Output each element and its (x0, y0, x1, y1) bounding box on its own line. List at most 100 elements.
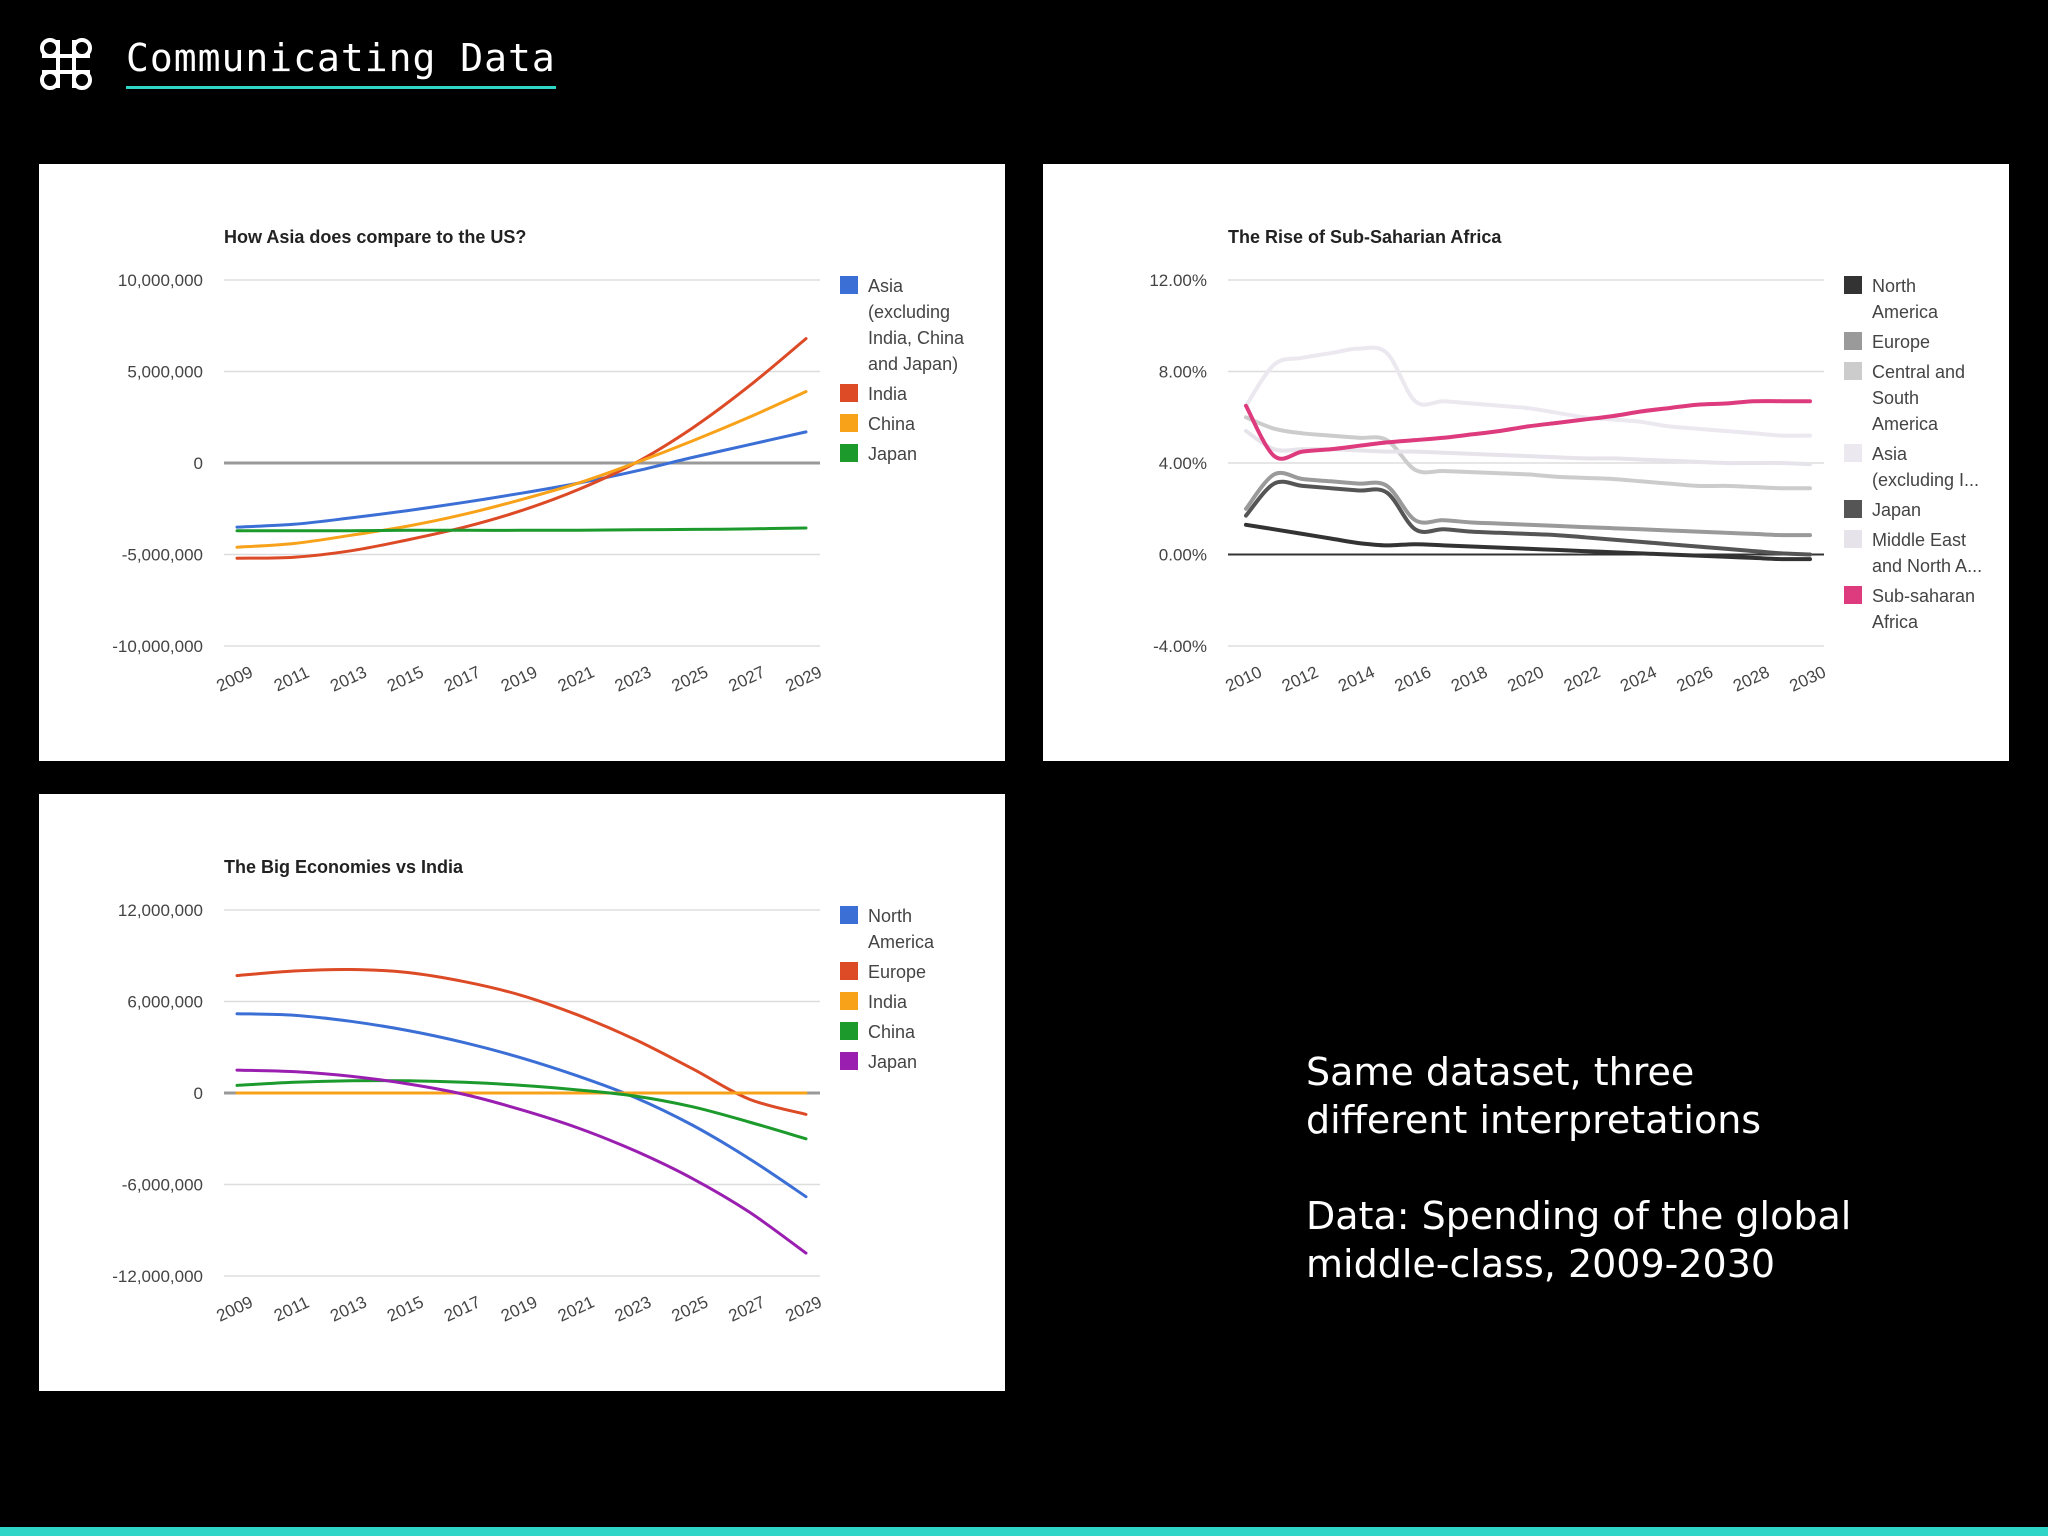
x-tick-label: 2013 (327, 1292, 369, 1325)
y-tick-label: 4.00% (1159, 454, 1207, 473)
x-tick-label: 2011 (271, 663, 312, 696)
legend-swatch (840, 414, 858, 432)
legend-label: and Japan) (868, 354, 958, 374)
x-tick-label: 2016 (1392, 662, 1434, 695)
y-tick-label: 5,000,000 (127, 363, 203, 382)
chart-title: How Asia does compare to the US? (224, 227, 526, 247)
x-tick-label: 2027 (726, 662, 768, 695)
chart-title: The Rise of Sub-Saharian Africa (1228, 227, 1502, 247)
line-chart-sub-saharan-africa: The Rise of Sub-Saharian Africa 12.00% 8.0… (1149, 227, 1982, 696)
legend-swatch (840, 384, 858, 402)
bottom-accent-bar (0, 1527, 2048, 1536)
x-tick-label: 2023 (612, 662, 654, 695)
series-line-asia-excluding-india-china-and-japan- (235, 430, 808, 529)
line-chart-big-economies: The Big Economies vs India 12,000,000 6,00… (112, 857, 935, 1326)
series-line-japan (235, 1068, 808, 1255)
chart-panel-big-economies: The Big Economies vs India 12,000,000 6,00… (39, 794, 1005, 1391)
y-tick-label: 12.00% (1149, 271, 1207, 290)
legend-label: North (868, 906, 912, 926)
x-tick-label: 2014 (1335, 662, 1377, 695)
legend-label: America (868, 932, 935, 952)
legend-label: (excluding (868, 302, 950, 322)
series-line-japan (235, 526, 808, 533)
chart-title: The Big Economies vs India (224, 857, 464, 877)
series-line-china (235, 390, 808, 549)
legend-label: North (1872, 276, 1916, 296)
x-tick-label: 2017 (441, 1292, 483, 1325)
legend-swatch (840, 276, 858, 294)
x-tick-label: 2030 (1787, 662, 1829, 695)
y-tick-label: 8.00% (1159, 363, 1207, 382)
legend-label: and North A... (1872, 556, 1982, 576)
legend-swatch (840, 992, 858, 1010)
line-chart-asia-vs-us: How Asia does compare to the US? 10,000,0… (112, 227, 965, 696)
legend-label: Central and (1872, 362, 1965, 382)
x-tick-label: 2024 (1617, 662, 1659, 695)
caption-interpretations: Same dataset, three different interpreta… (1306, 1050, 1762, 1142)
legend-label: Japan (868, 444, 917, 464)
legend-label: Africa (1872, 612, 1919, 632)
legend-swatch (1844, 586, 1862, 604)
chart-panel-asia-vs-us: How Asia does compare to the US? 10,000,0… (39, 164, 1005, 761)
x-tick-label: 2028 (1730, 662, 1772, 695)
legend-label: Europe (868, 962, 926, 982)
series-line-japan (1244, 479, 1812, 557)
page-title: Communicating Data (126, 36, 556, 89)
legend-label: Japan (868, 1052, 917, 1072)
legend-swatch (1844, 530, 1862, 548)
legend-label: India (868, 384, 908, 404)
legend-label: America (1872, 414, 1939, 434)
x-tick-label: 2019 (498, 1292, 540, 1325)
legend-swatch (840, 1052, 858, 1070)
series-line-north-america (235, 1012, 808, 1199)
y-tick-label: -12,000,000 (112, 1267, 203, 1286)
x-tick-label: 2009 (214, 662, 256, 695)
y-tick-label: -10,000,000 (112, 637, 203, 656)
y-tick-label: -4.00% (1153, 637, 1207, 656)
x-tick-label: 2025 (669, 662, 711, 695)
x-tick-label: 2009 (214, 1292, 256, 1325)
legend-label: South (1872, 388, 1919, 408)
x-tick-label: 2019 (498, 662, 540, 695)
series-line-central-and-south-america (1244, 415, 1812, 491)
legend-swatch (840, 1022, 858, 1040)
legend-label: China (868, 1022, 916, 1042)
series-line-sub-saharan-africa (1244, 399, 1812, 461)
x-tick-label: 2013 (327, 662, 369, 695)
legend-label: Asia (1872, 444, 1908, 464)
y-tick-label: -6,000,000 (122, 1176, 203, 1195)
legend-label: India, China (868, 328, 965, 348)
y-tick-label: 0.00% (1159, 546, 1207, 565)
legend-label: Japan (1872, 500, 1921, 520)
y-tick-label: 0 (194, 1084, 203, 1103)
x-tick-label: 2018 (1448, 662, 1490, 695)
series-line-asia-excluding-india-china-and-japan- (1244, 345, 1812, 438)
x-tick-label: 2025 (669, 1292, 711, 1325)
x-tick-label: 2026 (1674, 662, 1716, 695)
x-tick-label: 2015 (384, 662, 426, 695)
x-tick-label: 2015 (384, 1292, 426, 1325)
series-line-china (235, 1079, 808, 1141)
series-line-europe (1244, 470, 1812, 538)
y-tick-label: 10,000,000 (118, 271, 203, 290)
legend-swatch (1844, 332, 1862, 350)
legend-label: Asia (868, 276, 904, 296)
x-tick-label: 2029 (783, 662, 825, 695)
legend-swatch (840, 444, 858, 462)
x-tick-label: 2022 (1561, 662, 1603, 695)
legend-swatch (1844, 444, 1862, 462)
legend-swatch (840, 906, 858, 924)
legend-label: Sub-saharan (1872, 586, 1975, 606)
chart-panel-sub-saharan-africa: The Rise of Sub-Saharian Africa 12.00% 8.0… (1043, 164, 2009, 761)
legend-label: (excluding I... (1872, 470, 1979, 490)
x-tick-label: 2021 (555, 662, 597, 695)
legend-label: Europe (1872, 332, 1930, 352)
x-tick-label: 2011 (271, 1293, 312, 1326)
series-line-india (235, 337, 808, 560)
series-line-europe (235, 967, 808, 1116)
legend-swatch (1844, 362, 1862, 380)
x-tick-label: 2023 (612, 1292, 654, 1325)
x-tick-label: 2027 (726, 1292, 768, 1325)
y-tick-label: -5,000,000 (122, 546, 203, 565)
legend-label: America (1872, 302, 1939, 322)
